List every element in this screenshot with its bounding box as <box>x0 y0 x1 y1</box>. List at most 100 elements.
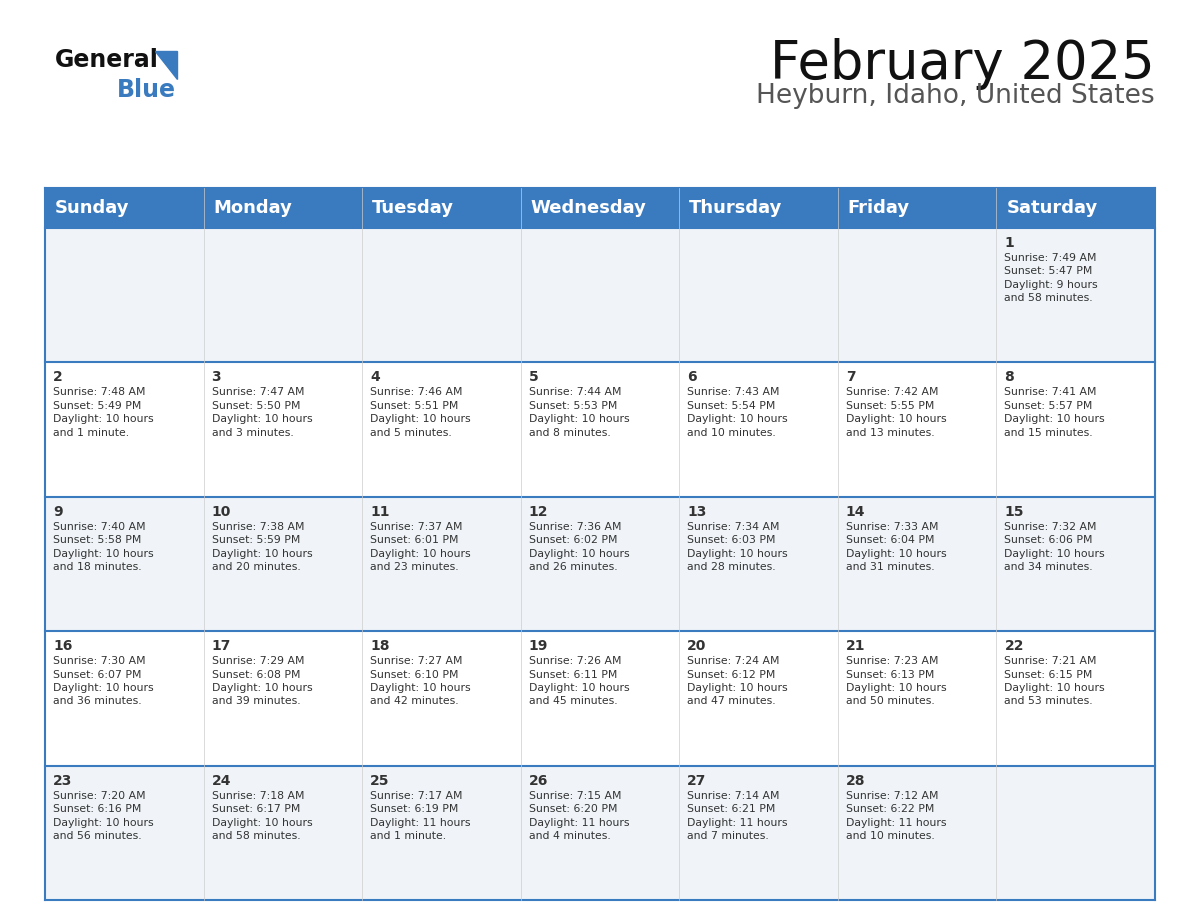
Bar <box>520 632 680 766</box>
Text: Sunset: 5:54 PM: Sunset: 5:54 PM <box>688 401 776 411</box>
Text: Sunset: 6:16 PM: Sunset: 6:16 PM <box>53 804 141 814</box>
Bar <box>680 497 838 632</box>
Text: Daylight: 11 hours
and 4 minutes.: Daylight: 11 hours and 4 minutes. <box>529 818 630 841</box>
Text: 9: 9 <box>53 505 63 519</box>
Text: 21: 21 <box>846 639 865 654</box>
Text: Sunset: 6:22 PM: Sunset: 6:22 PM <box>846 804 934 814</box>
Text: Thursday: Thursday <box>689 199 783 217</box>
Text: Daylight: 10 hours
and 34 minutes.: Daylight: 10 hours and 34 minutes. <box>1004 549 1105 572</box>
Text: General: General <box>55 48 159 72</box>
Bar <box>520 228 680 363</box>
Text: Daylight: 10 hours
and 50 minutes.: Daylight: 10 hours and 50 minutes. <box>846 683 947 706</box>
Text: Sunset: 6:21 PM: Sunset: 6:21 PM <box>688 804 776 814</box>
Bar <box>203 228 362 363</box>
Text: Sunrise: 7:20 AM: Sunrise: 7:20 AM <box>53 790 146 800</box>
Text: 12: 12 <box>529 505 548 519</box>
Text: 7: 7 <box>846 370 855 385</box>
Bar <box>203 632 362 766</box>
Text: 6: 6 <box>688 370 697 385</box>
Text: 18: 18 <box>371 639 390 654</box>
Bar <box>838 632 997 766</box>
Text: 23: 23 <box>53 774 72 788</box>
Text: Heyburn, Idaho, United States: Heyburn, Idaho, United States <box>757 83 1155 109</box>
Text: Daylight: 10 hours
and 3 minutes.: Daylight: 10 hours and 3 minutes. <box>211 414 312 438</box>
Text: February 2025: February 2025 <box>770 38 1155 90</box>
Text: Sunset: 6:17 PM: Sunset: 6:17 PM <box>211 804 299 814</box>
Text: Sunrise: 7:36 AM: Sunrise: 7:36 AM <box>529 521 621 532</box>
Bar <box>520 188 680 228</box>
Text: 27: 27 <box>688 774 707 788</box>
Text: Sunrise: 7:48 AM: Sunrise: 7:48 AM <box>53 387 145 397</box>
Text: Sunrise: 7:46 AM: Sunrise: 7:46 AM <box>371 387 462 397</box>
Text: Sunrise: 7:18 AM: Sunrise: 7:18 AM <box>211 790 304 800</box>
Text: Daylight: 10 hours
and 15 minutes.: Daylight: 10 hours and 15 minutes. <box>1004 414 1105 438</box>
Text: Daylight: 10 hours
and 5 minutes.: Daylight: 10 hours and 5 minutes. <box>371 414 470 438</box>
Text: 14: 14 <box>846 505 865 519</box>
Bar <box>362 228 520 363</box>
Text: Daylight: 11 hours
and 1 minute.: Daylight: 11 hours and 1 minute. <box>371 818 470 841</box>
Text: Sunrise: 7:32 AM: Sunrise: 7:32 AM <box>1004 521 1097 532</box>
Text: Sunday: Sunday <box>55 199 129 217</box>
Bar <box>362 497 520 632</box>
Text: Daylight: 9 hours
and 58 minutes.: Daylight: 9 hours and 58 minutes. <box>1004 280 1098 303</box>
Text: Sunrise: 7:26 AM: Sunrise: 7:26 AM <box>529 656 621 666</box>
Bar <box>680 632 838 766</box>
Text: Sunset: 5:58 PM: Sunset: 5:58 PM <box>53 535 141 545</box>
Bar <box>520 363 680 497</box>
Text: Sunset: 6:06 PM: Sunset: 6:06 PM <box>1004 535 1093 545</box>
Text: Sunrise: 7:37 AM: Sunrise: 7:37 AM <box>371 521 462 532</box>
Text: Sunrise: 7:17 AM: Sunrise: 7:17 AM <box>371 790 462 800</box>
Bar <box>838 228 997 363</box>
Text: Friday: Friday <box>848 199 910 217</box>
Text: Sunrise: 7:44 AM: Sunrise: 7:44 AM <box>529 387 621 397</box>
Text: Daylight: 10 hours
and 58 minutes.: Daylight: 10 hours and 58 minutes. <box>211 818 312 841</box>
Text: Sunset: 5:55 PM: Sunset: 5:55 PM <box>846 401 934 411</box>
Text: Saturday: Saturday <box>1006 199 1098 217</box>
Bar <box>997 228 1155 363</box>
Text: Wednesday: Wednesday <box>531 199 646 217</box>
Text: Sunrise: 7:12 AM: Sunrise: 7:12 AM <box>846 790 939 800</box>
Text: Sunrise: 7:29 AM: Sunrise: 7:29 AM <box>211 656 304 666</box>
Bar <box>45 766 203 900</box>
Text: Sunset: 6:07 PM: Sunset: 6:07 PM <box>53 670 141 679</box>
Bar <box>997 363 1155 497</box>
Text: Sunrise: 7:43 AM: Sunrise: 7:43 AM <box>688 387 779 397</box>
Bar <box>203 766 362 900</box>
Bar <box>203 363 362 497</box>
Text: Sunrise: 7:15 AM: Sunrise: 7:15 AM <box>529 790 621 800</box>
Text: Daylight: 10 hours
and 56 minutes.: Daylight: 10 hours and 56 minutes. <box>53 818 153 841</box>
Text: 15: 15 <box>1004 505 1024 519</box>
Text: 20: 20 <box>688 639 707 654</box>
Polygon shape <box>154 51 177 79</box>
Text: Daylight: 11 hours
and 7 minutes.: Daylight: 11 hours and 7 minutes. <box>688 818 788 841</box>
Text: 10: 10 <box>211 505 230 519</box>
Text: Sunset: 6:12 PM: Sunset: 6:12 PM <box>688 670 776 679</box>
Text: 19: 19 <box>529 639 548 654</box>
Text: Sunrise: 7:21 AM: Sunrise: 7:21 AM <box>1004 656 1097 666</box>
Bar <box>45 188 203 228</box>
Text: Sunset: 6:10 PM: Sunset: 6:10 PM <box>371 670 459 679</box>
Bar <box>203 497 362 632</box>
Text: Sunrise: 7:23 AM: Sunrise: 7:23 AM <box>846 656 939 666</box>
Text: Daylight: 10 hours
and 53 minutes.: Daylight: 10 hours and 53 minutes. <box>1004 683 1105 706</box>
Text: Daylight: 10 hours
and 10 minutes.: Daylight: 10 hours and 10 minutes. <box>688 414 788 438</box>
Text: Sunset: 6:08 PM: Sunset: 6:08 PM <box>211 670 301 679</box>
Text: Sunrise: 7:40 AM: Sunrise: 7:40 AM <box>53 521 146 532</box>
Text: 13: 13 <box>688 505 707 519</box>
Text: Daylight: 10 hours
and 23 minutes.: Daylight: 10 hours and 23 minutes. <box>371 549 470 572</box>
Text: 24: 24 <box>211 774 232 788</box>
Bar <box>838 363 997 497</box>
Bar <box>680 228 838 363</box>
Text: Sunset: 5:50 PM: Sunset: 5:50 PM <box>211 401 301 411</box>
Text: Sunrise: 7:49 AM: Sunrise: 7:49 AM <box>1004 253 1097 263</box>
Bar <box>997 632 1155 766</box>
Text: 28: 28 <box>846 774 865 788</box>
Text: 2: 2 <box>53 370 63 385</box>
Text: Daylight: 10 hours
and 13 minutes.: Daylight: 10 hours and 13 minutes. <box>846 414 947 438</box>
Bar <box>997 497 1155 632</box>
Text: 26: 26 <box>529 774 548 788</box>
Bar <box>362 766 520 900</box>
Text: Sunset: 6:11 PM: Sunset: 6:11 PM <box>529 670 617 679</box>
Bar <box>997 188 1155 228</box>
Bar <box>680 766 838 900</box>
